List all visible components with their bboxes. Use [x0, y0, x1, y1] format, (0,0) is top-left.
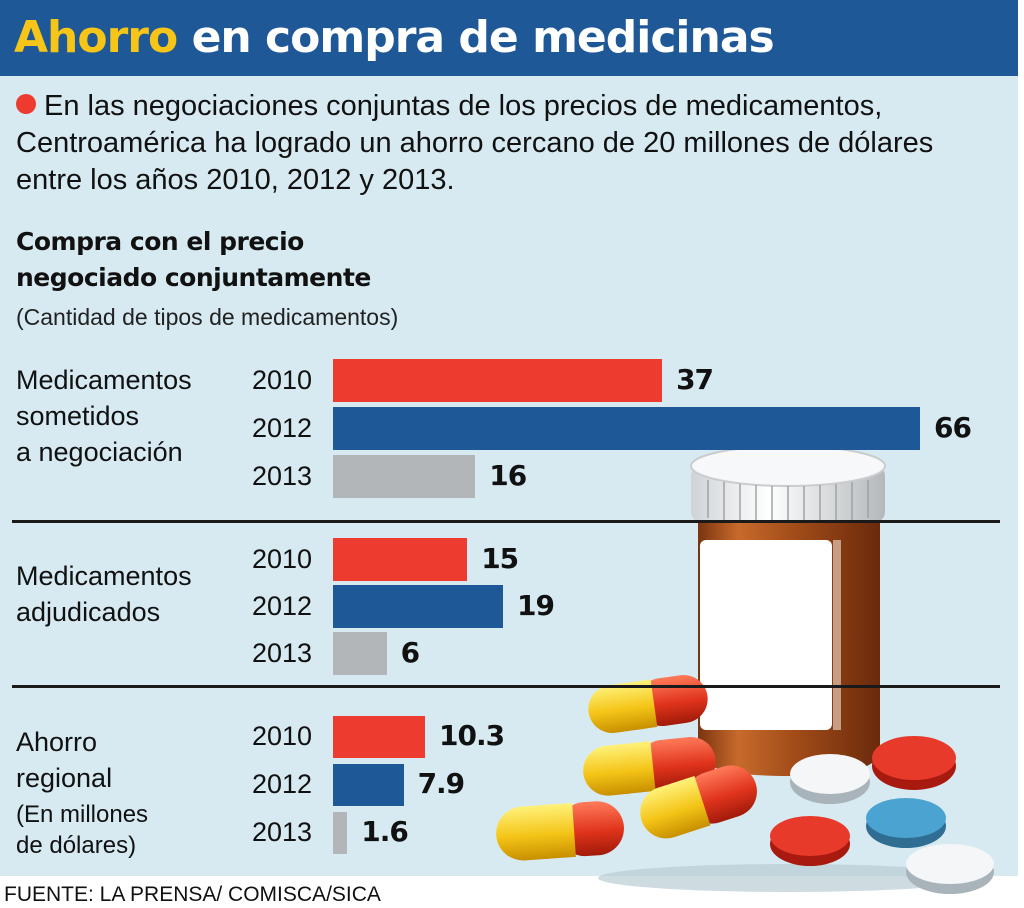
value-label: 19 [517, 588, 555, 622]
bar-2012 [333, 764, 404, 806]
year-label-2010: 2010 [252, 721, 313, 751]
page-title: Ahorro en compra de medicinas [14, 6, 775, 70]
bar-2013 [333, 632, 387, 675]
title-rest: en compra de medicinas [191, 12, 775, 63]
year-label-2010: 2010 [252, 543, 313, 574]
chart-title: Compra con el precio negociado conjuntam… [16, 224, 371, 296]
section-divider [12, 685, 1000, 688]
year-label-2013: 2013 [252, 817, 313, 847]
group-label-line: a negociación [16, 437, 183, 467]
group-label-sometidos: Medicamentos sometidos a negociación [16, 362, 192, 470]
title-banner: Ahorro en compra de medicinas [0, 0, 1018, 76]
chart-subtitle: (Cantidad de tipos de medicamentos) [16, 304, 399, 330]
year-label-2010: 2010 [252, 364, 313, 395]
title-highlight: Ahorro [14, 12, 178, 63]
bar-2010 [333, 716, 425, 758]
year-label-2012: 2012 [252, 412, 313, 443]
group-label-line: Medicamentos [16, 365, 192, 395]
year-label-2013: 2013 [252, 460, 313, 491]
value-label: 37 [676, 362, 714, 396]
value-label: 16 [489, 458, 527, 492]
pill-bottle-illustration [496, 445, 994, 894]
group-label-line: adjudicados [16, 597, 161, 627]
bar-2013 [333, 812, 348, 854]
year-label-2012: 2012 [252, 590, 313, 621]
group-label-line: regional [16, 763, 113, 793]
intro-text: En las negociaciones conjuntas de los pr… [16, 90, 934, 196]
intro-paragraph: En las negociaciones conjuntas de los pr… [16, 88, 976, 199]
group-label-line: sometidos [16, 401, 140, 431]
value-label: 1.6 [361, 815, 409, 848]
bar-2012 [333, 407, 920, 450]
value-label: 7.9 [417, 767, 466, 800]
group-note-line: (En millones [16, 801, 149, 828]
chart-title-line-1: Compra con el precio [16, 227, 304, 256]
group-label-note: (En millones de dólares) [16, 799, 148, 861]
chart-title-line-2: negociado conjuntamente [16, 263, 371, 292]
year-label-2012: 2012 [252, 769, 313, 799]
group-label-ahorro: Ahorro regional (En millones de dólares) [16, 724, 148, 861]
group-note-line: de dólares) [16, 832, 137, 859]
source-credit: FUENTE: LA PRENSA/ COMISCA/SICA [4, 883, 381, 906]
bar-2013 [333, 455, 476, 498]
bar-2010 [333, 538, 468, 581]
group-label-line: Medicamentos [16, 561, 192, 591]
group-label-line: Ahorro [16, 727, 98, 757]
value-label: 10.3 [439, 719, 505, 752]
group-label-adjudicados: Medicamentos adjudicados [16, 558, 192, 630]
value-label: 15 [481, 541, 519, 575]
year-label-2013: 2013 [252, 637, 313, 668]
section-divider [12, 520, 1000, 523]
value-label: 66 [934, 410, 972, 444]
bar-2012 [333, 585, 503, 628]
value-label: 6 [400, 635, 421, 669]
bullet-dot-icon [16, 94, 36, 114]
bar-2010 [333, 359, 663, 402]
